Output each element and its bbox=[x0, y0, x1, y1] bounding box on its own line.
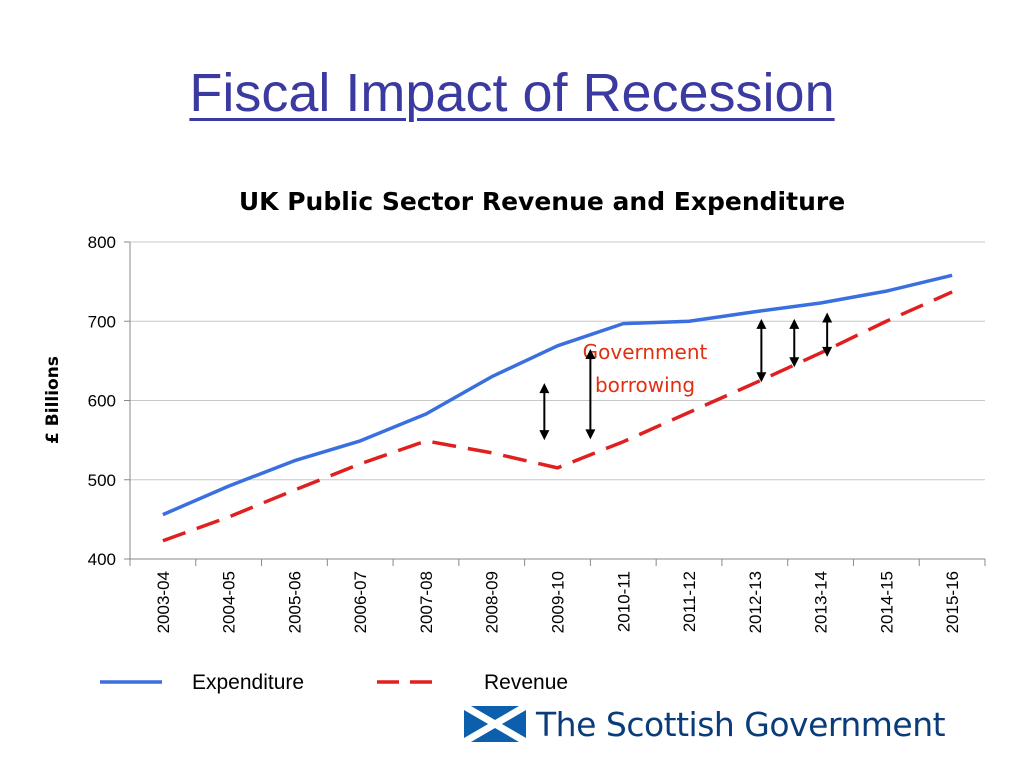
borrowing-arrow-head bbox=[585, 429, 596, 440]
borrowing-arrow-head bbox=[539, 383, 550, 394]
x-tick-label: 2015-16 bbox=[943, 571, 962, 633]
scottish-government-logo: The Scottish Government bbox=[464, 704, 946, 744]
borrowing-arrow-head bbox=[585, 348, 596, 359]
legend-label-revenue: Revenue bbox=[484, 671, 568, 694]
y-tick-label: 600 bbox=[88, 392, 116, 411]
x-tick-label: 2012-13 bbox=[746, 571, 765, 633]
x-tick-label: 2011-12 bbox=[680, 571, 699, 632]
x-tick-label: 2010-11 bbox=[614, 571, 633, 632]
x-tick-label: 2007-08 bbox=[417, 571, 436, 633]
borrowing-arrow-head bbox=[789, 357, 800, 368]
annotation-text: borrowing bbox=[595, 373, 695, 397]
x-tick-label: 2009-10 bbox=[549, 571, 568, 633]
x-tick-label: 2004-05 bbox=[220, 571, 239, 633]
logo-text: The Scottish Government bbox=[536, 704, 946, 744]
legend-label-expenditure: Expenditure bbox=[192, 671, 304, 694]
saltire-flag-icon bbox=[464, 706, 526, 742]
borrowing-arrow-head bbox=[822, 312, 833, 323]
chart-title: UK Public Sector Revenue and Expenditure bbox=[239, 187, 845, 216]
borrowing-arrow-head bbox=[756, 372, 767, 383]
y-tick-label: 500 bbox=[88, 471, 116, 490]
series-line-revenue bbox=[162, 290, 953, 543]
slide-title-text: Fiscal Impact of Recession bbox=[189, 63, 835, 123]
y-tick-label: 400 bbox=[88, 550, 116, 569]
line-chart: UK Public Sector Revenue and Expenditure… bbox=[43, 187, 986, 694]
x-tick-label: 2013-14 bbox=[812, 571, 831, 633]
x-tick-label: 2008-09 bbox=[483, 571, 502, 633]
x-tick-label: 2014-15 bbox=[877, 571, 896, 633]
borrowing-arrow-head bbox=[756, 318, 767, 329]
x-tick-label: 2005-06 bbox=[285, 571, 304, 633]
y-tick-label: 700 bbox=[88, 312, 116, 331]
x-tick-label: 2003-04 bbox=[154, 571, 173, 633]
borrowing-arrow-head bbox=[539, 430, 550, 441]
annotation-text: Government bbox=[583, 340, 708, 364]
y-tick-label: 800 bbox=[88, 233, 116, 252]
x-tick-label: 2006-07 bbox=[351, 571, 370, 633]
series-line-expenditure bbox=[162, 273, 953, 517]
y-axis-label: £ Billions bbox=[43, 356, 63, 444]
slide-title: Fiscal Impact of Recession bbox=[0, 62, 1024, 124]
borrowing-arrow-head bbox=[822, 346, 833, 357]
borrowing-arrow-head bbox=[789, 318, 800, 329]
